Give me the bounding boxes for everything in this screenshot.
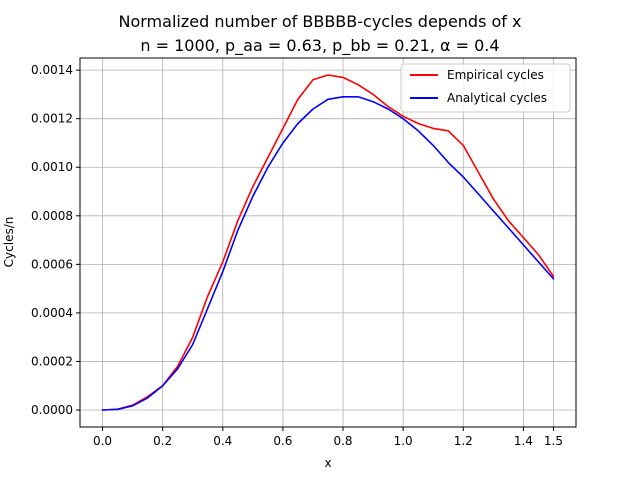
y-tick-label: 0.0012	[31, 112, 73, 126]
chart-subtitle: n = 1000, p_aa = 0.63, p_bb = 0.21, α = …	[140, 36, 499, 56]
x-tick-label: 0.6	[273, 434, 292, 448]
legend-label-analytical: Analytical cycles	[447, 91, 547, 105]
x-axis-label: x	[324, 456, 331, 470]
grid-lines	[80, 58, 576, 427]
y-tick-label: 0.0004	[31, 306, 73, 320]
x-tick-label: 1.5	[544, 434, 563, 448]
y-tick-label: 0.0002	[31, 354, 73, 368]
x-tick-label: 0.8	[333, 434, 352, 448]
plot-area-frame	[79, 57, 577, 428]
x-tick-label: 0.4	[213, 434, 232, 448]
y-tick-label: 0.0010	[31, 160, 73, 174]
y-tick-label: 0.0000	[31, 403, 73, 417]
x-tick-label: 1.0	[394, 434, 413, 448]
legend-label-empirical: Empirical cycles	[447, 68, 544, 82]
y-tick-label: 0.0014	[31, 63, 73, 77]
series-line-empirical	[101, 74, 555, 411]
y-tick-label: 0.0008	[31, 209, 73, 223]
legend-box	[400, 63, 571, 113]
x-tick-label: 1.2	[454, 434, 473, 448]
series-line-analytical	[101, 96, 555, 411]
legend: Empirical cycles Analytical cycles	[400, 63, 571, 113]
y-tick-label: 0.0006	[31, 257, 73, 271]
x-tick-label: 0.2	[153, 434, 172, 448]
plot-series	[101, 74, 555, 411]
x-tick-label: 0.0	[93, 434, 112, 448]
x-tick-label: 1.4	[514, 434, 533, 448]
y-axis-label: Cycles/n	[2, 217, 16, 268]
axis-ticks: 0.0 0.2 0.4 0.6 0.8 1.0 1.2 1.4 1.5 0.0000 0.0002 0…	[31, 63, 563, 448]
chart-title: Normalized number of BBBBB-cycles depend…	[119, 12, 522, 31]
